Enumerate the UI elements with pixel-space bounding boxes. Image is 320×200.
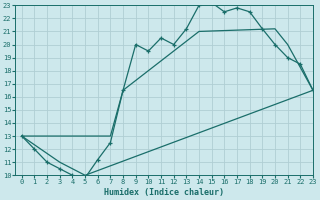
X-axis label: Humidex (Indice chaleur): Humidex (Indice chaleur) <box>104 188 224 197</box>
